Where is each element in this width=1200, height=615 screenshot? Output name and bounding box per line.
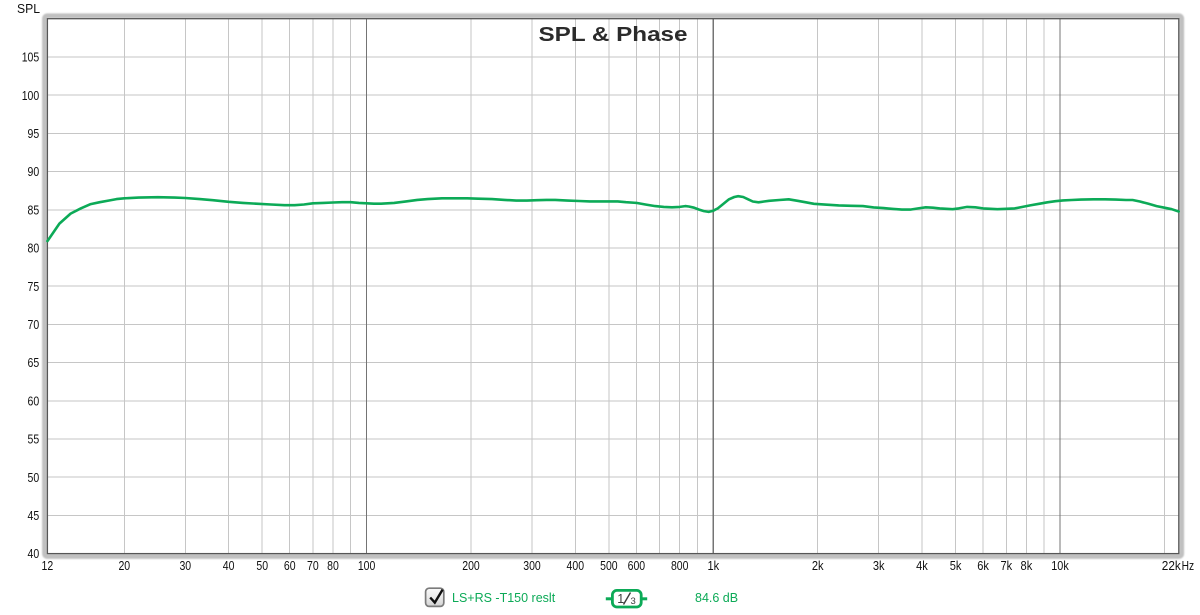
- svg-text:5k: 5k: [950, 558, 962, 573]
- svg-text:12: 12: [42, 558, 54, 573]
- svg-text:7k: 7k: [1000, 558, 1012, 573]
- svg-text:1: 1: [617, 592, 624, 606]
- svg-text:50: 50: [256, 558, 268, 573]
- svg-text:10k: 10k: [1051, 558, 1069, 573]
- svg-text:4k: 4k: [916, 558, 928, 573]
- svg-text:45: 45: [28, 508, 40, 523]
- svg-text:40: 40: [28, 546, 40, 561]
- svg-text:Hz: Hz: [1182, 558, 1195, 573]
- svg-text:70: 70: [307, 558, 319, 573]
- svg-text:3: 3: [631, 596, 636, 607]
- svg-text:600: 600: [628, 558, 646, 573]
- svg-text:1k: 1k: [707, 558, 719, 573]
- svg-text:400: 400: [567, 558, 585, 573]
- svg-text:500: 500: [600, 558, 618, 573]
- svg-text:105: 105: [22, 50, 40, 65]
- svg-text:40: 40: [223, 558, 235, 573]
- svg-text:80: 80: [28, 241, 40, 256]
- svg-text:300: 300: [523, 558, 541, 573]
- svg-text:85: 85: [28, 202, 40, 217]
- svg-text:95: 95: [28, 126, 40, 141]
- svg-text:LS+RS -T150 reslt: LS+RS -T150 reslt: [452, 591, 556, 605]
- svg-text:SPL & Phase: SPL & Phase: [539, 23, 688, 46]
- svg-text:70: 70: [28, 317, 40, 332]
- svg-text:20: 20: [118, 558, 130, 573]
- svg-text:22k: 22k: [1162, 558, 1181, 573]
- svg-text:8k: 8k: [1021, 558, 1033, 573]
- svg-text:30: 30: [179, 558, 191, 573]
- svg-text:80: 80: [327, 558, 339, 573]
- svg-text:100: 100: [22, 88, 40, 103]
- svg-text:65: 65: [28, 355, 40, 370]
- svg-text:60: 60: [284, 558, 296, 573]
- svg-text:800: 800: [671, 558, 689, 573]
- svg-text:6k: 6k: [977, 558, 989, 573]
- svg-text:55: 55: [28, 432, 40, 447]
- svg-text:SPL: SPL: [17, 1, 40, 16]
- svg-text:200: 200: [462, 558, 480, 573]
- svg-text:50: 50: [28, 470, 40, 485]
- svg-text:75: 75: [28, 279, 40, 294]
- svg-text:60: 60: [28, 393, 40, 408]
- svg-text:2k: 2k: [812, 558, 824, 573]
- svg-text:100: 100: [358, 558, 376, 573]
- svg-text:84.6 dB: 84.6 dB: [695, 591, 738, 605]
- svg-text:90: 90: [28, 164, 40, 179]
- svg-text:3k: 3k: [873, 558, 885, 573]
